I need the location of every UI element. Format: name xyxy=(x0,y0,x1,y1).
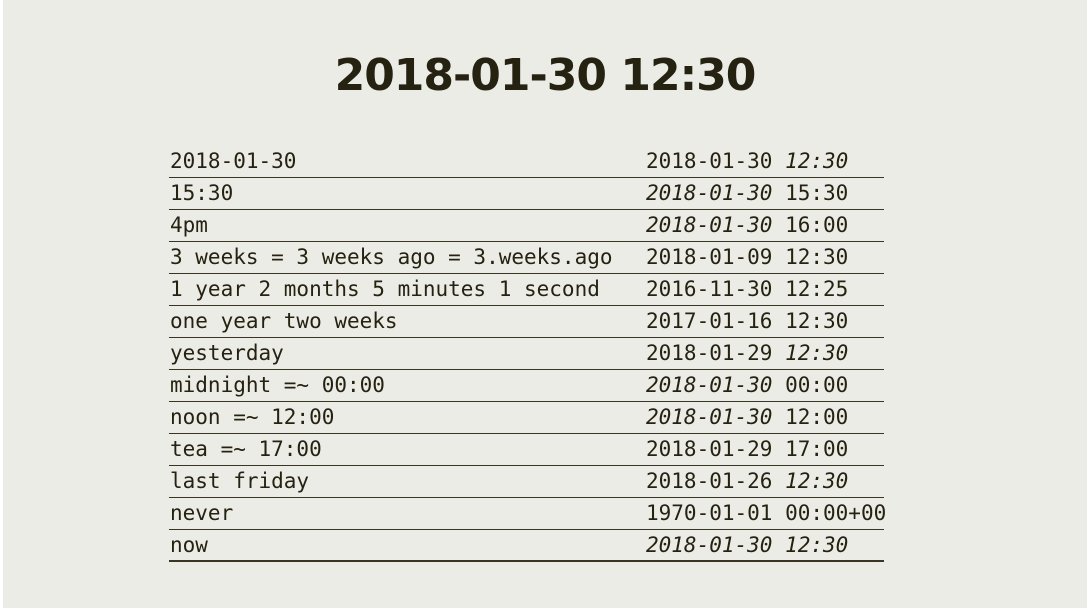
result-cell: 2018-01-30 15:30 xyxy=(646,181,848,205)
slide-title: 2018-01-30 12:30 xyxy=(334,50,757,101)
table-row: never 1970-01-01 00:00+00 xyxy=(169,498,886,530)
table-row: 2018-01-30 2018-01-30 12:30 xyxy=(169,146,884,178)
expression-cell: now xyxy=(170,533,208,557)
result-time: 17:00 xyxy=(785,437,849,461)
table-row: midnight =~ 00:00 2018-01-30 00:00 xyxy=(169,370,884,402)
table-row: yesterday 2018-01-29 12:30 xyxy=(169,338,884,370)
result-time: 12:00 xyxy=(785,405,849,429)
result-cell: 2018-01-30 16:00 xyxy=(646,213,848,237)
table-row: 3 weeks = 3 weeks ago = 3.weeks.ago 2018… xyxy=(169,242,884,274)
result-cell: 2018-01-29 17:00 xyxy=(646,437,848,461)
expression-cell: never xyxy=(170,501,234,525)
expression-cell: 2018-01-30 xyxy=(170,149,297,173)
expression-cell: noon =~ 12:00 xyxy=(170,405,335,429)
expression-cell: one year two weeks xyxy=(170,309,398,333)
result-cell: 2018-01-30 12:00 xyxy=(646,405,848,429)
result-cell: 2017-01-16 12:30 xyxy=(646,309,848,333)
result-date: 2018-01-30 xyxy=(646,213,773,237)
result-date: 2018-01-30 xyxy=(646,533,773,557)
result-cell: 1970-01-01 00:00+00 xyxy=(646,501,886,525)
result-date: 2018-01-30 xyxy=(646,373,773,397)
result-time: 15:30 xyxy=(785,181,849,205)
result-time: 00:00 xyxy=(785,373,849,397)
expression-cell: tea =~ 17:00 xyxy=(170,437,322,461)
table-row: last friday 2018-01-26 12:30 xyxy=(169,466,884,498)
date-expression-table: 2018-01-30 2018-01-30 12:30 15:30 2018-0… xyxy=(169,146,886,562)
expression-cell: last friday xyxy=(170,469,310,493)
expression-cell: 1 year 2 months 5 minutes 1 second xyxy=(170,277,600,301)
result-time: 12:30 xyxy=(785,469,849,493)
result-time: 12:30 xyxy=(785,245,849,269)
expression-cell: 15:30 xyxy=(170,181,234,205)
result-time: 12:25 xyxy=(785,277,849,301)
expression-cell: yesterday xyxy=(170,341,284,365)
result-date: 2016-11-30 xyxy=(646,277,773,301)
result-date: 2018-01-26 xyxy=(646,469,773,493)
expression-cell: 3 weeks = 3 weeks ago = 3.weeks.ago xyxy=(170,245,613,269)
result-date: 2018-01-30 xyxy=(646,405,773,429)
table-row: 1 year 2 months 5 minutes 1 second 2016-… xyxy=(169,274,884,306)
result-date: 2018-01-29 xyxy=(646,437,773,461)
result-cell: 2018-01-30 00:00 xyxy=(646,373,848,397)
table-row: 15:30 2018-01-30 15:30 xyxy=(169,178,884,210)
table-row: tea =~ 17:00 2018-01-29 17:00 xyxy=(169,434,884,466)
result-date: 1970-01-01 xyxy=(646,501,773,525)
result-cell: 2018-01-30 12:30 xyxy=(646,533,848,557)
table-row: one year two weeks 2017-01-16 12:30 xyxy=(169,306,884,338)
result-cell: 2018-01-29 12:30 xyxy=(646,341,848,365)
expression-cell: midnight =~ 00:00 xyxy=(170,373,385,397)
result-date: 2018-01-30 xyxy=(646,149,773,173)
result-date: 2018-01-09 xyxy=(646,245,773,269)
expression-cell: 4pm xyxy=(170,213,208,237)
result-date: 2018-01-30 xyxy=(646,181,773,205)
result-time: 12:30 xyxy=(785,149,849,173)
result-time: 00:00+00 xyxy=(785,501,887,525)
result-time: 12:30 xyxy=(785,533,849,557)
result-date: 2017-01-16 xyxy=(646,309,773,333)
table-row: noon =~ 12:00 2018-01-30 12:00 xyxy=(169,402,884,434)
table-row: now 2018-01-30 12:30 xyxy=(169,530,884,562)
result-cell: 2018-01-09 12:30 xyxy=(646,245,848,269)
result-time: 12:30 xyxy=(785,309,849,333)
result-cell: 2018-01-30 12:30 xyxy=(646,149,848,173)
result-date: 2018-01-29 xyxy=(646,341,773,365)
result-cell: 2018-01-26 12:30 xyxy=(646,469,848,493)
result-time: 16:00 xyxy=(785,213,849,237)
slide: 2018-01-30 12:30 2018-01-30 2018-01-30 1… xyxy=(3,0,1087,608)
table-row: 4pm 2018-01-30 16:00 xyxy=(169,210,884,242)
result-time: 12:30 xyxy=(785,341,849,365)
result-cell: 2016-11-30 12:25 xyxy=(646,277,848,301)
